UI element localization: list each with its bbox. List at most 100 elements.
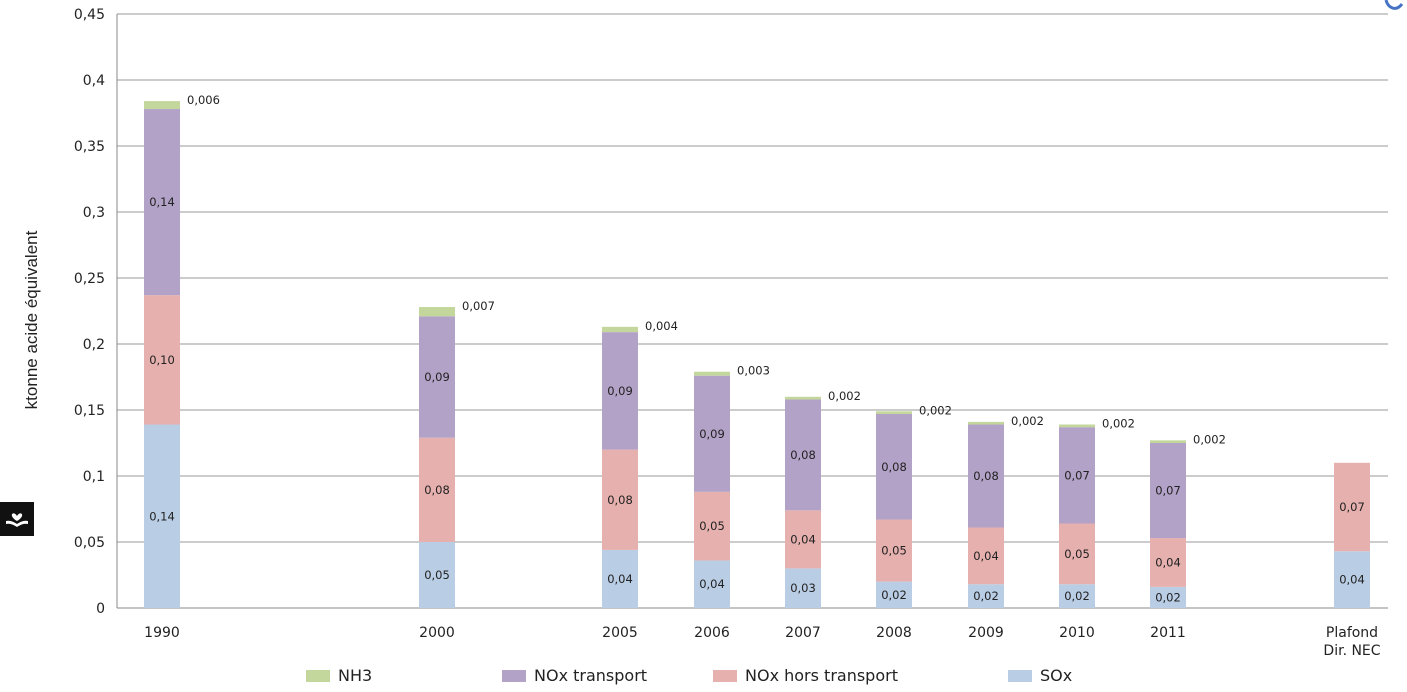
y-tick-label: 0,3 [83,205,105,221]
bar-segment [694,371,730,376]
bar-segment [785,568,821,608]
bar-segment [694,491,730,561]
data-label: 0,03 [790,581,816,595]
data-label: 0,04 [1339,573,1365,587]
data-label: 0,002 [1193,432,1226,446]
y-tick-label: 0,05 [74,535,105,551]
bar-segment [968,527,1004,585]
bar-segment [1334,551,1370,608]
x-tick-label: 2006 [694,625,730,641]
y-tick-label: 0 [96,601,105,617]
x-tick-label: Plafond [1326,625,1378,641]
x-tick-label: 2005 [602,625,638,641]
data-label: 0,04 [790,532,816,546]
data-label: 0,10 [149,353,175,367]
data-label: 0,003 [737,364,770,378]
bar-segment [1059,523,1095,585]
data-label: 0,04 [607,572,633,586]
x-tick-label: 2007 [785,625,821,641]
data-label: 0,002 [919,403,952,417]
bar-segment [785,510,821,569]
y-tick-label: 0,35 [74,139,105,155]
data-label: 0,08 [790,448,816,462]
bar-segment [144,295,180,425]
bars: 0,14 0,10 0,14 0,006 0,05 0,08 0,09 0,007 0,04 0,… [144,93,1370,608]
data-label: 0,002 [828,389,861,403]
gridlines [117,13,1388,609]
bar-segment [602,326,638,333]
data-label: 0,09 [699,427,725,441]
data-label: 0,14 [149,195,175,209]
legend-label-nox-transport: NOx transport [534,666,648,685]
bar-segment [1150,440,1186,443]
bar-segment [1059,584,1095,608]
bar-segment [144,101,180,110]
bar-segment [876,581,912,608]
legend-label-nox-hors-transport: NOx hors transport [745,666,898,685]
data-label: 0,08 [424,483,450,497]
data-label: 0,04 [699,577,725,591]
data-label: 0,07 [1155,484,1181,498]
bar-segment [785,396,821,400]
bar-segment [694,560,730,608]
data-label: 0,14 [149,509,175,523]
bar-segment [968,421,1004,425]
bar-segment [144,109,180,296]
legend-label-nh3: NH3 [338,666,373,685]
data-label: 0,05 [1064,547,1090,561]
x-tick-label: 2000 [419,625,455,641]
bar-segment [876,519,912,582]
data-label: 0,05 [881,544,907,558]
data-label: 0,08 [973,469,999,483]
data-label: 0,05 [424,568,450,582]
data-label: 0,09 [424,370,450,384]
bar-segment [876,411,912,414]
y-tick-label: 0,45 [74,7,105,23]
data-label: 0,02 [881,588,907,602]
bar-segment [1150,586,1186,608]
bar-segment [419,437,455,542]
bar-segment [968,584,1004,608]
legend-label-sox: SOx [1040,666,1073,685]
data-label: 0,002 [1011,414,1044,428]
x-tick-label: 2009 [968,625,1004,641]
x-tick-label: 1990 [144,625,180,641]
bar-segment [968,424,1004,528]
y-axis: 0 0,05 0,1 0,15 0,2 0,25 0,3 0,35 0,4 0,45 [74,7,118,617]
bar-segment [1150,443,1186,539]
legend-item-sox: SOx [1008,666,1072,685]
data-label: 0,02 [1064,589,1090,603]
data-label: 0,08 [607,493,633,507]
bar-segment [1334,462,1370,552]
legend-swatch-nox-hors-transport [713,669,737,682]
data-label: 0,09 [607,384,633,398]
y-tick-label: 0,1 [83,469,105,485]
data-label: 0,006 [187,93,220,107]
data-label: 0,02 [1155,590,1181,604]
data-label: 0,02 [973,589,999,603]
legend-swatch-nox-transport [502,669,526,682]
bar-segment [1059,424,1095,428]
data-label: 0,002 [1102,417,1135,431]
data-label: 0,04 [973,549,999,563]
bar-segment [602,549,638,608]
bar-segment [785,399,821,511]
data-label: 0,007 [462,299,495,313]
y-tick-label: 0,4 [83,73,105,89]
bar-segment [602,449,638,550]
y-tick-label: 0,15 [74,403,105,419]
hands-heart-icon [0,502,34,536]
bar-segment [419,307,455,317]
data-label: 0,05 [699,519,725,533]
data-label: 0,08 [881,460,907,474]
stacked-bar-chart: 00,050,10,150,20,250,30,350,40,45 0,140,… [22,7,1388,659]
legend: NH3 NOx transport NOx hors transport SOx [0,666,1407,692]
x-tick-label: Dir. NEC [1323,643,1380,659]
corner-mark [1384,0,1404,10]
bar-segment [602,332,638,450]
data-label: 0,004 [645,319,678,333]
data-label: 0,07 [1064,468,1090,482]
x-axis: 1990 2000 2005 2006 2007 2008 2009 2010 2011 Plaf… [144,625,1381,659]
y-tick-label: 0,25 [74,271,105,287]
bar-segment [144,424,180,608]
